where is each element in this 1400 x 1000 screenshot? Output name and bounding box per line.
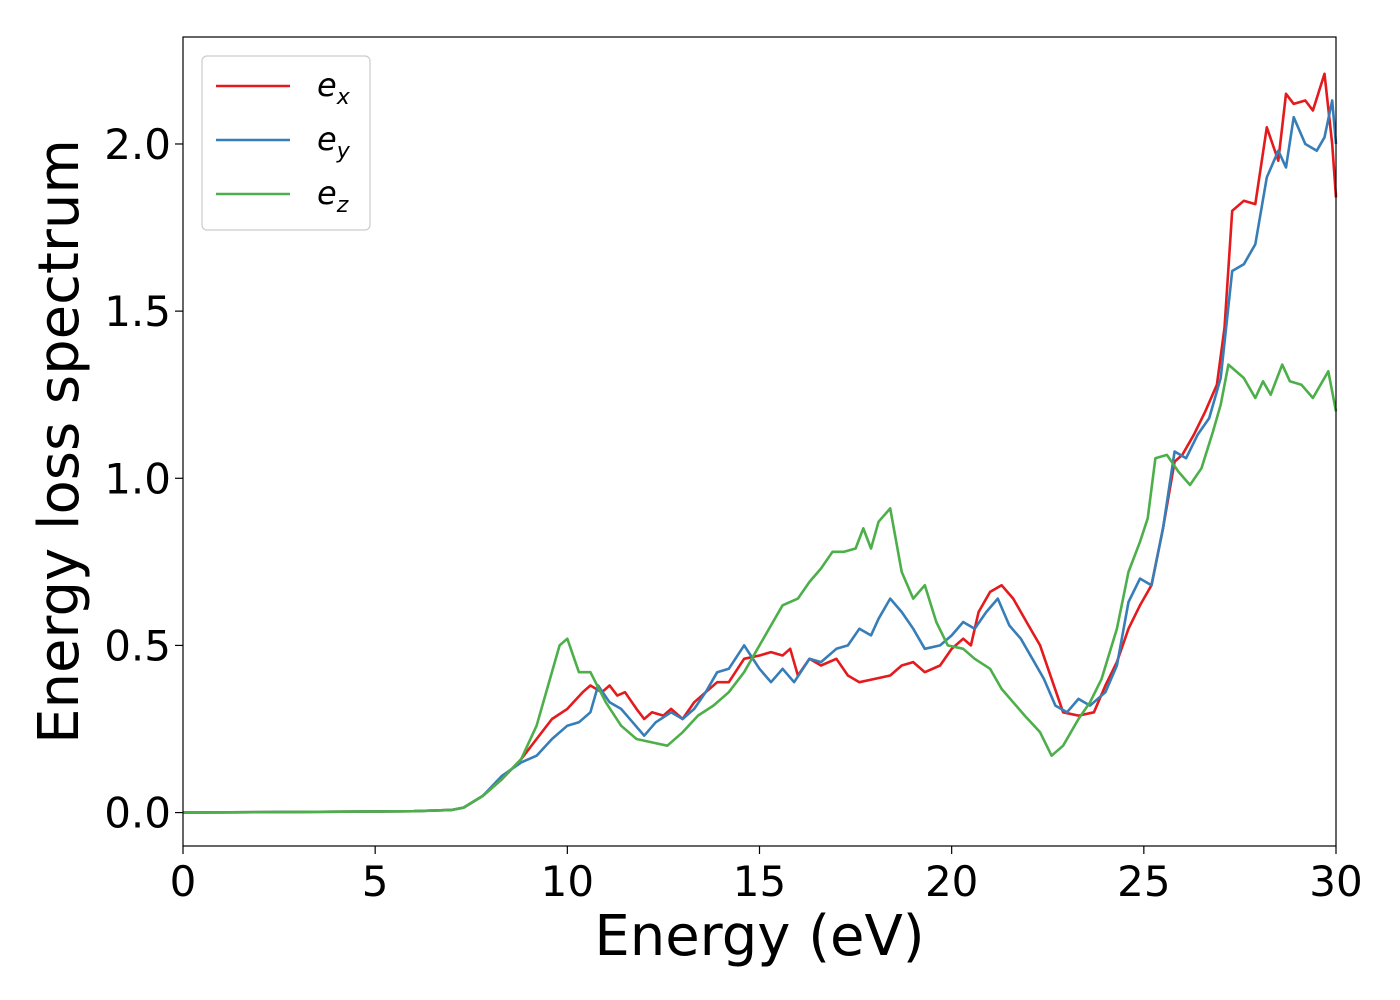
legend-entry-z: ez	[317, 174, 349, 218]
x-tick-label: 0	[170, 857, 197, 906]
x-tick-label: 10	[541, 857, 594, 906]
y-tick-label: 1.0	[104, 454, 171, 503]
x-axis-ticks: 0 5 10 15 20 25 30	[170, 846, 1363, 906]
series-line-z	[182, 363, 1338, 814]
x-axis-label: Energy (eV)	[594, 904, 924, 969]
legend-entry-x: ex	[317, 66, 351, 110]
y-axis-ticks: 0.0 0.5 1.0 1.5 2.0	[104, 120, 183, 838]
series-line-x	[182, 72, 1338, 814]
x-tick-label: 15	[733, 857, 786, 906]
legend: ex ey ez	[201, 55, 371, 231]
series-line-y	[182, 99, 1338, 814]
y-tick-label: 1.5	[104, 287, 171, 336]
x-tick-label: 25	[1117, 857, 1170, 906]
series-lines	[182, 72, 1338, 814]
x-tick-label: 5	[362, 857, 389, 906]
x-tick-label: 30	[1309, 857, 1362, 906]
y-axis-label: Energy loss spectrum	[27, 139, 92, 744]
legend-box	[201, 55, 371, 231]
y-tick-label: 0.0	[104, 789, 171, 838]
y-tick-label: 2.0	[104, 120, 171, 169]
legend-entry-y: ey	[317, 120, 351, 164]
x-tick-label: 20	[925, 857, 978, 906]
y-tick-label: 0.5	[104, 621, 171, 670]
